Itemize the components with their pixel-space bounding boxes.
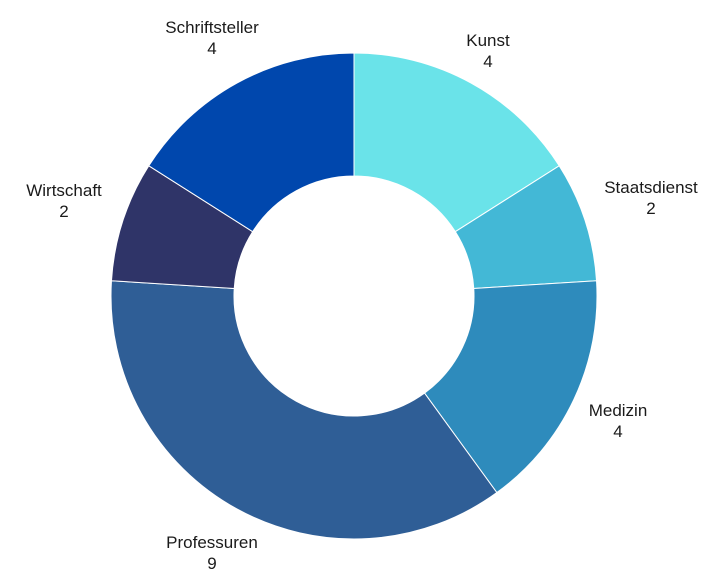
value-staatsdienst: 2 <box>646 199 655 218</box>
value-professuren: 9 <box>207 554 216 573</box>
slice-schriftsteller <box>148 52 355 233</box>
label-medizin: Medizin <box>589 401 648 420</box>
slice-professuren <box>110 280 498 540</box>
slice-labels: Kunst 4 Staatsdienst 2 Medizin 4 Professuren 9 W… <box>26 18 698 573</box>
value-medizin: 4 <box>613 422 622 441</box>
slice-kunst <box>353 52 560 233</box>
label-staatsdienst: Staatsdienst <box>604 178 698 197</box>
value-wirtschaft: 2 <box>59 202 68 221</box>
label-wirtschaft: Wirtschaft <box>26 181 102 200</box>
value-schriftsteller: 4 <box>207 39 216 58</box>
label-professuren: Professuren <box>166 533 258 552</box>
label-schriftsteller: Schriftsteller <box>165 18 259 37</box>
label-kunst: Kunst <box>466 31 510 50</box>
slice-medizin <box>423 280 598 494</box>
value-kunst: 4 <box>483 52 492 71</box>
donut-slices <box>110 52 598 540</box>
